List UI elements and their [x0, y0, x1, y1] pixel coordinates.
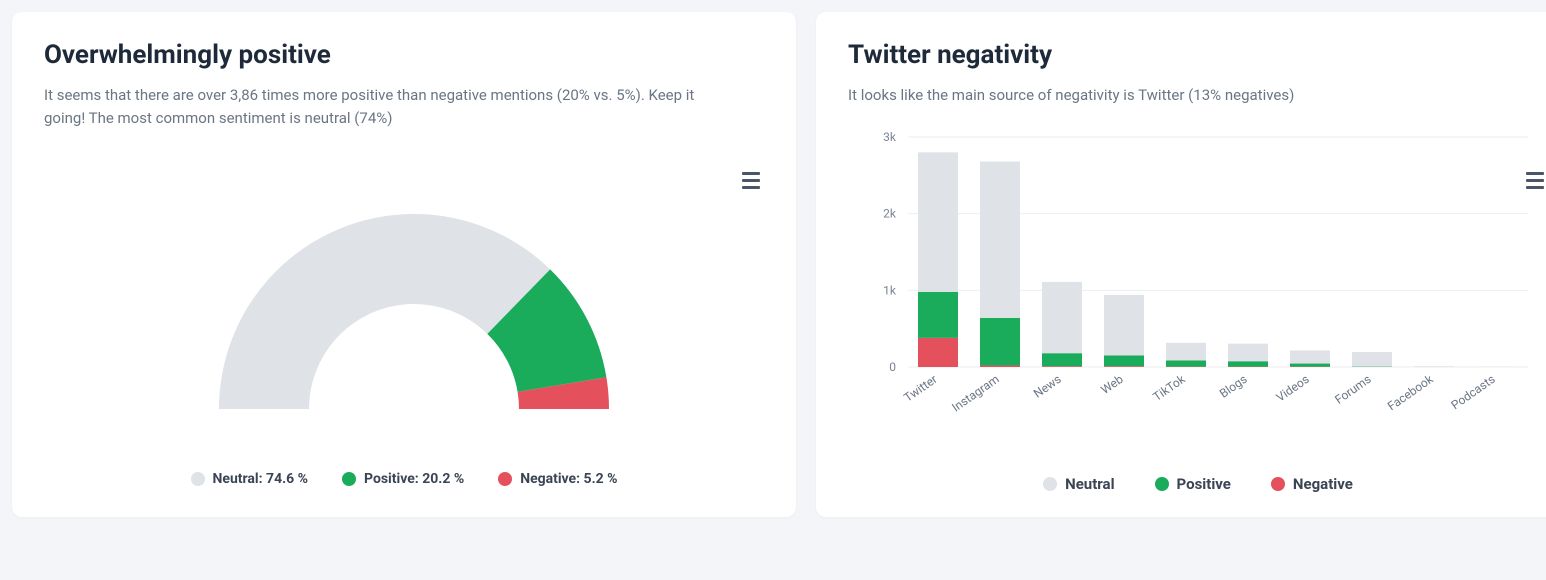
bar-Instagram-positive — [980, 317, 1020, 365]
bar-Twitter-positive — [918, 291, 958, 337]
x-category-label: Podcasts — [1449, 371, 1498, 411]
bar-Instagram-negative — [980, 365, 1020, 367]
bar-Instagram-neutral — [980, 161, 1020, 317]
half-donut-svg — [44, 149, 764, 449]
x-category-label: Forums — [1332, 371, 1373, 406]
x-category-label: News — [1031, 371, 1064, 400]
bar-Videos-neutral — [1290, 350, 1330, 363]
x-category-label: Facebook — [1385, 371, 1436, 413]
negativity-subtitle: It looks like the main source of negativ… — [848, 84, 1528, 107]
x-category-label: TikTok — [1150, 371, 1188, 403]
x-category-label: Web — [1098, 371, 1126, 396]
donut-segment-neutral — [219, 214, 550, 409]
legend-label: Neutral — [1065, 475, 1114, 493]
bar-TikTok-neutral — [1166, 342, 1206, 360]
bar-Blogs-positive — [1228, 361, 1268, 366]
stacked-bar-svg: 0 1k 2k 3k Twitter Instagram News Web TikTok Blog… — [848, 127, 1546, 437]
legend-item-neutral: Neutral — [1043, 475, 1114, 493]
negativity-title: Twitter negativity — [848, 40, 1546, 70]
bar-Web-positive — [1104, 355, 1144, 366]
x-category-label: Twitter — [901, 371, 939, 404]
legend-item-negative: Negative — [1271, 475, 1353, 493]
bar-News-negative — [1042, 366, 1082, 367]
x-category-label: Blogs — [1217, 371, 1250, 400]
bar-Videos-positive — [1290, 363, 1330, 366]
bar-Web-negative — [1104, 366, 1144, 367]
bar-Forums-neutral — [1352, 352, 1392, 367]
bar-Facebook-neutral — [1414, 366, 1454, 367]
legend-item-positive: Positive — [1155, 475, 1231, 493]
sentiment-title: Overwhelmingly positive — [44, 40, 764, 70]
sentiment-legend: Neutral: 74.6 % Positive: 20.2 % Negative:… — [44, 471, 764, 487]
y-tick-label: 0 — [889, 360, 896, 374]
bar-News-positive — [1042, 353, 1082, 366]
legend-item-neutral: Neutral: 74.6 % — [191, 471, 309, 487]
bar-News-neutral — [1042, 281, 1082, 352]
x-category-label: Videos — [1274, 371, 1312, 404]
legend-dot-icon — [342, 472, 356, 486]
legend-dot-icon — [1155, 477, 1169, 491]
legend-label: Positive — [1177, 475, 1231, 493]
legend-label: Negative — [1293, 475, 1353, 493]
legend-item-positive: Positive: 20.2 % — [342, 471, 464, 487]
bar-Twitter-neutral — [918, 152, 958, 292]
legend-label: Negative: 5.2 % — [520, 471, 617, 487]
bar-Web-neutral — [1104, 294, 1144, 355]
legend-dot-icon — [1043, 477, 1057, 491]
sentiment-subtitle: It seems that there are over 3,86 times … — [44, 84, 724, 129]
bar-Blogs-neutral — [1228, 343, 1268, 361]
y-tick-label: 3k — [883, 130, 897, 144]
sentiment-card: Overwhelmingly positive It seems that th… — [12, 12, 796, 517]
bar-TikTok-positive — [1166, 360, 1206, 366]
legend-dot-icon — [1271, 477, 1285, 491]
legend-label: Positive: 20.2 % — [364, 471, 464, 487]
legend-item-negative: Negative: 5.2 % — [498, 471, 617, 487]
legend-label: Neutral: 74.6 % — [213, 471, 309, 487]
negativity-legend: Neutral Positive Negative — [848, 475, 1546, 493]
y-tick-label: 1k — [883, 283, 897, 297]
y-tick-label: 2k — [883, 206, 897, 220]
legend-dot-icon — [498, 472, 512, 486]
bar-Twitter-negative — [918, 337, 958, 366]
negativity-chart: 0 1k 2k 3k Twitter Instagram News Web TikTok Blog… — [848, 127, 1546, 457]
negativity-card: Twitter negativity It looks like the mai… — [816, 12, 1546, 517]
sentiment-chart — [44, 149, 764, 459]
legend-dot-icon — [191, 472, 205, 486]
x-category-label: Instagram — [949, 371, 1001, 414]
